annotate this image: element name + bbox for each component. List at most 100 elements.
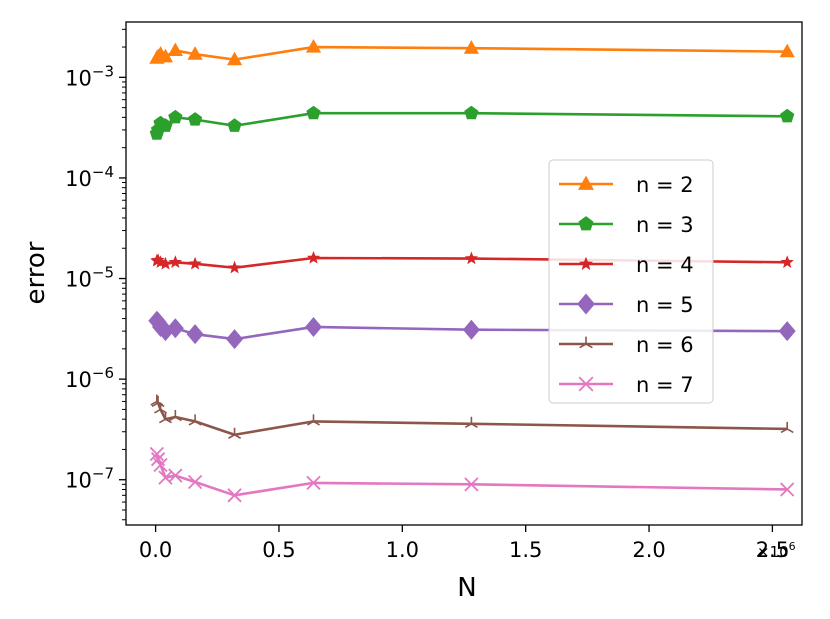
x-offset-label: ×106 [757,540,796,561]
x-tick-label: 0.0 [139,538,172,562]
x-offset-exponent: 6 [789,540,796,553]
plot-frame [125,21,803,526]
data-point-diamond [577,293,595,315]
data-point-x [780,482,795,497]
series-2 [149,39,795,66]
legend-entry: n = 6 [559,333,694,357]
series-5 [148,310,796,350]
y-tick-base: 10 [65,368,92,392]
y-tick-base: 10 [65,167,92,191]
data-point-diamond [166,318,184,339]
data-point-pentagon [158,118,173,132]
data-point-pentagon [780,108,795,123]
x-axis-label: N [457,573,476,603]
data-point-star [168,255,182,268]
data-point-tri [158,412,172,424]
data-point-star [158,256,173,270]
legend-label: n = 5 [636,293,694,317]
y-tick-label: 10−4 [65,163,114,191]
x-tick-label: 2.5 [756,538,789,562]
data-point-tri [188,414,202,426]
data-point-star [188,256,202,270]
x-tick-label: 1.5 [509,538,542,562]
data-point-diamond [305,316,323,337]
y-tick-power: −3 [92,62,114,80]
data-point-triangle [463,40,480,54]
data-point-pentagon [578,216,594,231]
data-point-star [464,251,479,265]
data-point-tri [307,414,320,426]
y-tick-power: −6 [92,364,114,382]
data-point-star [579,256,593,270]
y-axis-ticks: 10−310−410−510−610−7 [65,28,126,521]
legend-entry: n = 4 [559,253,694,277]
y-tick-base: 10 [65,469,92,493]
y-tick-power: −4 [92,163,114,181]
series-line [155,400,788,437]
series-layer [148,39,796,503]
series-7 [149,446,795,503]
series-3 [149,105,795,140]
data-point-star [780,255,794,268]
y-tick-base: 10 [65,66,92,90]
data-point-pentagon [227,118,242,132]
data-point-tri [579,336,593,349]
data-point-tri [780,421,794,434]
data-point-diamond [462,319,480,340]
data-point-diamond [226,329,244,350]
data-point-x [168,468,183,483]
legend-entry: n = 7 [559,373,694,397]
data-point-triangle [305,39,322,53]
legend-label: n = 3 [636,213,694,237]
data-point-diamond [778,321,796,342]
x-axis-ticks: 0.0 0.5 1.0 1.5 2.0 2.5 [139,525,789,562]
data-point-star [306,251,321,264]
data-point-triangle [187,46,203,60]
data-point-diamond [186,324,204,345]
y-axis-label: error [21,241,51,304]
y-tick-power: −5 [92,264,114,282]
data-point-star [151,253,165,266]
data-point-pentagon [306,105,321,120]
y-tick-label: 10−3 [65,62,114,90]
series-6 [150,394,794,439]
series-4 [150,251,794,274]
data-point-pentagon [464,105,479,120]
data-point-x [153,457,168,473]
data-point-pentagon [168,109,183,124]
legend-entry: n = 3 [559,213,694,237]
x-offset-base: ×10 [757,543,789,561]
data-point-triangle [578,175,594,190]
data-point-triangle [779,43,795,58]
y-tick-base: 10 [65,268,92,292]
data-point-tri [228,427,242,439]
data-point-x [464,477,479,492]
data-point-triangle [167,42,183,57]
x-tick-label: 1.0 [386,538,419,562]
data-point-x [227,488,242,503]
legend-label: n = 4 [636,253,694,277]
legend-label: n = 6 [636,333,694,357]
y-tick-label: 10−7 [65,465,114,493]
x-tick-label: 0.5 [262,538,295,562]
data-point-x [149,446,164,462]
data-point-x [578,376,594,392]
data-point-star [227,260,242,274]
y-tick-power: −7 [92,465,114,483]
data-point-pentagon [187,112,203,126]
data-point-tri [464,416,478,428]
legend-entry: n = 5 [559,293,694,317]
data-point-triangle [226,51,243,66]
data-point-tri [168,410,182,422]
legend-label: n = 2 [636,173,694,197]
y-tick-label: 10−5 [65,264,114,292]
legend: n = 2 n = 3 n = 4 n = 5 n = 6 n = 7 [548,159,714,404]
legend-entry: n = 2 [559,173,694,197]
series-line [155,453,788,497]
data-point-triangle [157,48,174,63]
x-tick-label: 2.0 [632,538,665,562]
legend-label: n = 7 [636,373,694,397]
y-tick-label: 10−6 [65,364,114,392]
data-point-x [187,474,203,490]
